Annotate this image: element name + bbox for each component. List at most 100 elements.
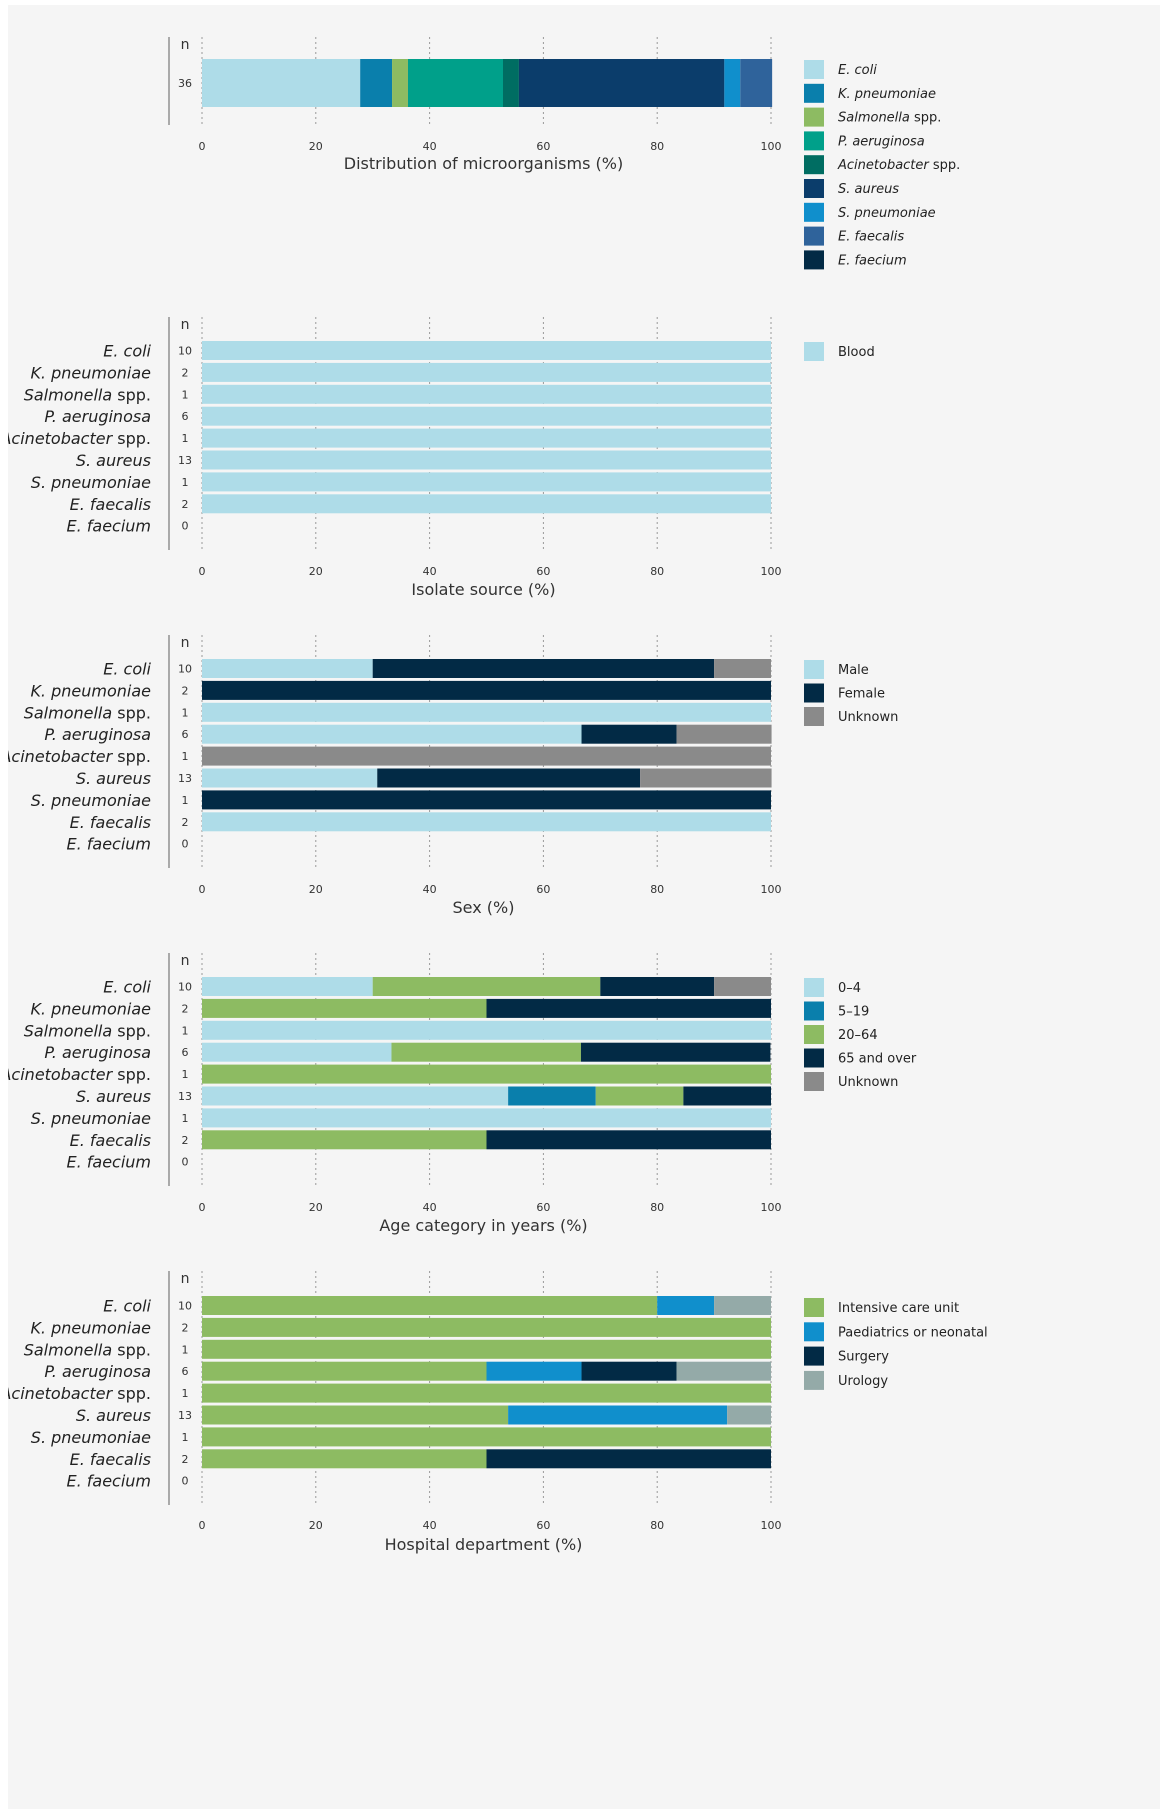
- legend-label: K. pneumoniae: [838, 87, 936, 102]
- category-label: P. aeruginosa: [44, 725, 151, 744]
- category-label: Salmonella spp.: [24, 703, 151, 722]
- bar-segment: [202, 1427, 771, 1447]
- category-label: Salmonella spp.: [24, 1340, 151, 1359]
- x-tick-label: 0: [199, 140, 206, 153]
- category-label: Acinetobacter spp.: [8, 1065, 151, 1084]
- bar-segment: [508, 1086, 596, 1106]
- category-label: S. pneumoniae: [31, 791, 151, 810]
- bar-segment: [486, 1449, 771, 1469]
- category-suffix: spp.: [112, 385, 151, 404]
- n-value: 2: [182, 366, 189, 379]
- legend-swatch: [804, 342, 824, 361]
- category-name: P. aeruginosa: [44, 1043, 151, 1062]
- bar-segment: [657, 1296, 715, 1315]
- x-tick-label: 20: [309, 883, 323, 896]
- legend-swatch: [804, 660, 824, 679]
- bar-segment: [377, 768, 641, 788]
- x-tick-label: 0: [199, 1201, 206, 1214]
- category-label: S. pneumoniae: [31, 473, 151, 492]
- legend-swatch: [804, 978, 824, 997]
- legend-label: 65 and over: [838, 1052, 917, 1067]
- bar-segment: [202, 1405, 509, 1425]
- n-value: 13: [178, 1409, 192, 1422]
- x-tick-label: 20: [309, 565, 323, 578]
- legend-label: E. faecalis: [838, 230, 904, 245]
- legend-name: 20–64: [838, 1028, 878, 1043]
- category-name: S. aureus: [76, 769, 151, 788]
- n-value: 10: [178, 345, 192, 358]
- bar-segment: [202, 1064, 771, 1084]
- category-suffix: spp.: [112, 1021, 151, 1040]
- x-tick-label: 80: [650, 565, 664, 578]
- n-value: 1: [182, 706, 189, 719]
- n-value: 0: [182, 1475, 189, 1488]
- bar-segment: [600, 977, 715, 996]
- n-value: 0: [182, 838, 189, 851]
- bar-segment: [202, 1020, 771, 1040]
- n-value: 2: [182, 1453, 189, 1466]
- n-value: 2: [182, 816, 189, 829]
- n-value: 1: [182, 794, 189, 807]
- bar-segment: [202, 1296, 658, 1315]
- bar-segment: [640, 768, 772, 788]
- legend-swatch: [804, 1072, 824, 1091]
- x-tick-label: 80: [650, 1519, 664, 1532]
- x-tick-label: 20: [309, 1201, 323, 1214]
- bar-segment: [202, 702, 771, 722]
- legend-name: Unknown: [838, 710, 898, 725]
- category-label: K. pneumoniae: [30, 1318, 151, 1337]
- legend-label: E. faecium: [838, 253, 907, 268]
- bar-segment: [202, 1339, 771, 1359]
- bar-segment: [202, 341, 771, 360]
- n-value: 6: [182, 1046, 189, 1059]
- bar-segment: [202, 450, 771, 470]
- bar-segment: [202, 1449, 487, 1469]
- legend-swatch: [804, 683, 824, 703]
- category-name: P. aeruginosa: [44, 725, 151, 744]
- legend-name: Acinetobacter: [837, 158, 930, 173]
- legend-swatch: [804, 707, 824, 726]
- category-label: P. aeruginosa: [44, 1043, 151, 1062]
- legend-suffix: spp.: [910, 111, 942, 126]
- category-name: K. pneumoniae: [30, 681, 151, 700]
- chart-1: n 36 0 20 40 60 80 100 Distribution of microorga…: [168, 37, 961, 270]
- category-name: E. coli: [103, 660, 151, 679]
- bar-segment: [202, 428, 771, 448]
- legend-label: Unknown: [838, 1075, 898, 1090]
- x-tick-label: 0: [199, 565, 206, 578]
- x-tick-label: 60: [536, 1201, 550, 1214]
- category-label: K. pneumoniae: [30, 363, 151, 382]
- legend-name: E. coli: [838, 63, 877, 78]
- category-label: E. coli: [103, 660, 151, 679]
- bar-segment: [508, 1405, 728, 1425]
- n-header: n: [181, 317, 190, 333]
- legend-name: S. aureus: [838, 182, 899, 197]
- legend-label: 5–19: [838, 1005, 869, 1020]
- category-label: P. aeruginosa: [44, 1362, 151, 1381]
- n-value: 6: [182, 1365, 189, 1378]
- x-axis-label: Age category in years (%): [379, 1216, 587, 1235]
- bar-segment: [202, 746, 771, 766]
- x-tick-label: 40: [423, 1201, 437, 1214]
- legend-name: Paediatrics or neonatal: [838, 1325, 988, 1340]
- bar-segment: [202, 724, 582, 744]
- bar-segment: [486, 1130, 771, 1150]
- legend-swatch: [804, 202, 824, 222]
- n-value: 1: [182, 1068, 189, 1081]
- category-name: E. faecium: [66, 517, 151, 536]
- bar-segment: [740, 59, 773, 107]
- legend-suffix: spp.: [929, 158, 961, 173]
- n-value: 1: [182, 432, 189, 445]
- x-axis-label: Sex (%): [453, 898, 515, 917]
- n-value: 1: [182, 1024, 189, 1037]
- category-label: Salmonella spp.: [24, 385, 151, 404]
- legend-swatch: [804, 250, 824, 270]
- bar-segment: [372, 659, 715, 678]
- legend-name: Salmonella: [838, 111, 910, 126]
- n-value: 36: [178, 77, 192, 90]
- legend-swatch: [804, 60, 824, 79]
- x-tick-label: 100: [761, 1519, 782, 1532]
- x-tick-label: 80: [650, 883, 664, 896]
- n-header: n: [181, 953, 190, 969]
